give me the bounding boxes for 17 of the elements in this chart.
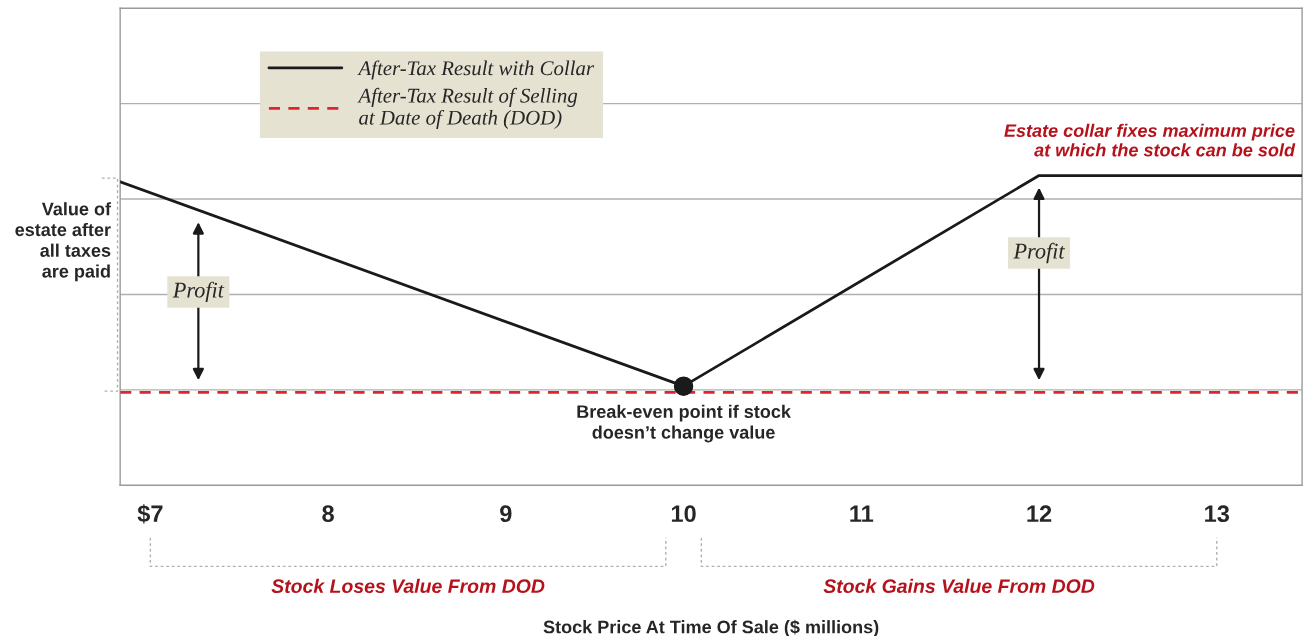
text: Stock Gains Value From DOD	[823, 578, 1095, 594]
x-tick-label: $7	[137, 504, 163, 524]
legend-label: After-Tax Result of Selling at Date of Death (DOD)	[357, 87, 578, 129]
text: Stock Loses Value From DOD	[271, 578, 545, 594]
x-tick-label: 13	[1205, 505, 1230, 523]
text: Stock Price At Time Of Sale ($ millions)	[543, 619, 879, 636]
x-tick-label: 11	[850, 505, 874, 522]
x-tick-label: 8	[322, 505, 334, 523]
y-axis-title: Value of estate after all taxes are paid	[15, 202, 112, 282]
x-tick-label: 9	[500, 505, 512, 523]
x-tick-label: 12	[1027, 505, 1052, 522]
text: Estate collar fixes maximum price at which the stock can be sold	[1004, 123, 1296, 157]
x-tick-label: 10	[671, 505, 696, 523]
annotation: Break-even point if stock doesn’t change value	[577, 404, 791, 443]
annotation: Profit	[1013, 242, 1065, 264]
legend-label: After-Tax Result with Collar	[357, 60, 595, 80]
annotation: Profit	[172, 281, 225, 303]
